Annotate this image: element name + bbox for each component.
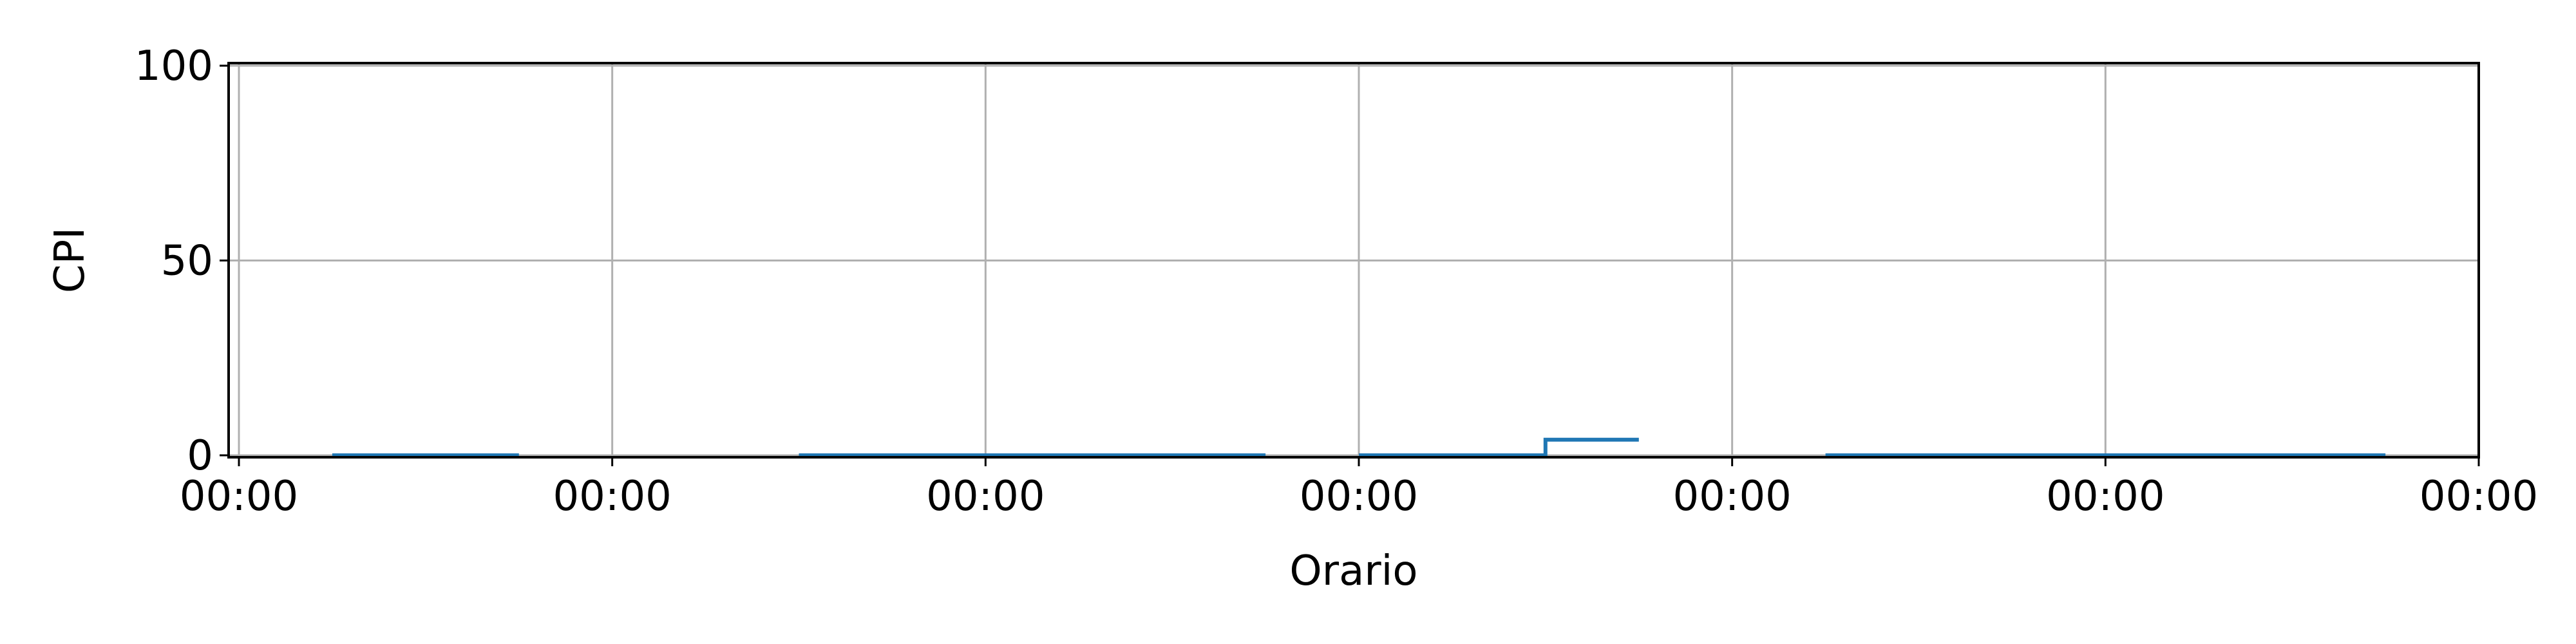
series-layer — [332, 437, 2386, 457]
tick-layer: 00:00 00:00 00:00 00:00 00:00 00:00 00:0005010… — [135, 43, 2538, 520]
x-tick-label: 00:00 — [1672, 473, 1791, 520]
x-tick-label: 00:00 — [926, 473, 1045, 520]
y-tick-label: 0 — [187, 432, 213, 480]
series-line-segment — [1359, 437, 1639, 457]
x-tick-label: 00:00 — [2420, 473, 2538, 520]
x-tick-label: 00:00 — [553, 473, 671, 520]
y-tick-label: 100 — [135, 43, 213, 90]
x-tick-label: 00:00 — [1300, 473, 1418, 520]
x-tick-label: 00:00 — [2046, 473, 2164, 520]
y-axis-title: CPI — [46, 227, 94, 293]
x-axis-title: Orario — [1289, 547, 1417, 595]
y-tick-label: 50 — [161, 238, 213, 285]
x-tick-label: 00:00 — [180, 473, 298, 520]
